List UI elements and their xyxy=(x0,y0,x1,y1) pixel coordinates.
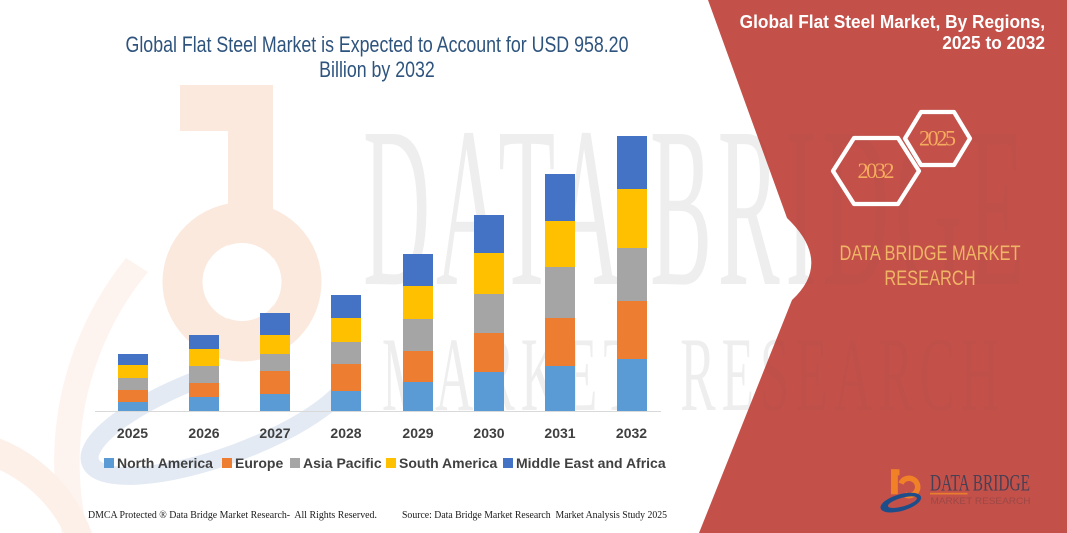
svg-text:DATA BRIDGE: DATA BRIDGE xyxy=(930,471,1030,496)
svg-text:MARKET RESEARCH: MARKET RESEARCH xyxy=(931,496,1031,506)
svg-text:2025: 2025 xyxy=(919,126,956,151)
svg-text:2032: 2032 xyxy=(858,158,895,183)
